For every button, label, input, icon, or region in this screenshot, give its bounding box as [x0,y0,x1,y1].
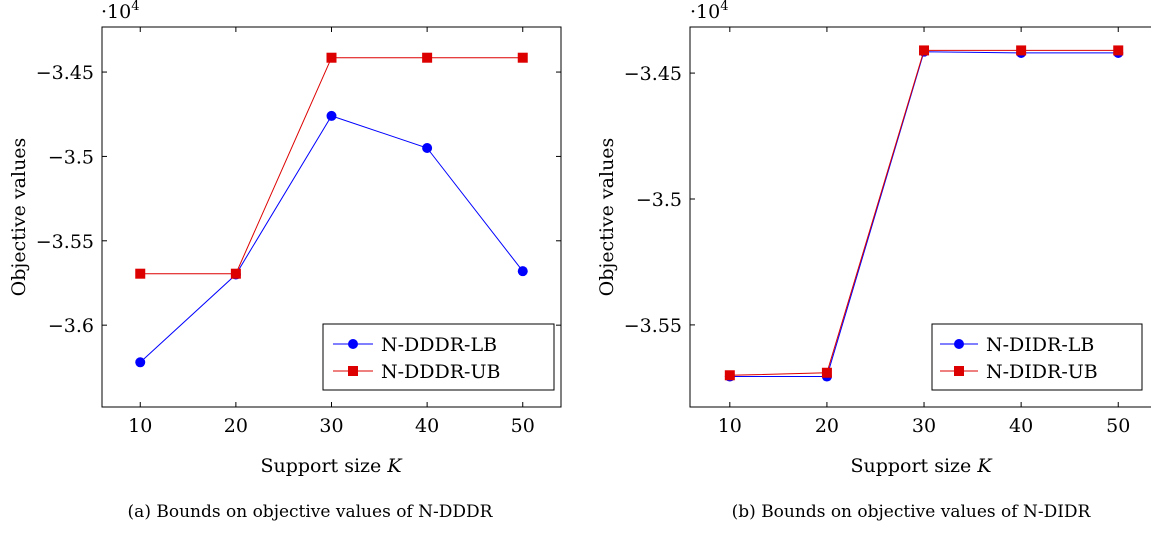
chart-a-series [135,52,528,368]
series-line-n-dddr-ub [140,57,523,275]
chart-b-y-ticks: −3.55 −3.5 −3.45 [624,63,695,337]
chart-b-y-multiplier: ·104 [690,0,729,23]
chart-a: 10 20 30 40 50 −3.6 −3.55 −3.5 −3.45 ·104 Objec… [8,0,562,522]
y-tick-label: −3.5 [48,146,94,168]
chart-b-y-axis-title: Objective values [596,138,618,297]
chart-a-legend-lb-marker [348,339,358,349]
chart-a-y-axis-title: Objective values [8,138,30,297]
data-point-n-dddr-lb [135,357,146,368]
x-tick-label: 30 [912,415,936,437]
x-tick-label: 10 [128,415,152,437]
data-point-n-didr-ub [1016,45,1027,56]
chart-b-series [724,45,1124,382]
data-point-n-dddr-lb [326,110,337,121]
chart-b-legend-box [931,323,1143,391]
data-point-n-dddr-ub [517,52,528,63]
chart-b-legend-lb-marker [954,339,964,349]
chart-b-legend: N-DIDR-LB N-DIDR-UB [931,323,1143,391]
x-tick-label: 20 [815,415,839,437]
data-point-n-didr-ub [919,45,930,56]
y-tick-label: −3.5 [636,189,682,211]
chart-b-legend-ub-marker [954,366,964,376]
y-tick-label: −3.6 [48,315,94,337]
chart-b-legend-ub-label: N-DIDR-UB [986,361,1098,383]
data-point-n-dddr-ub [230,268,241,279]
x-tick-label: 40 [1009,415,1033,437]
chart-b-x-axis-title: Support size K [850,455,993,477]
data-point-n-dddr-ub [326,52,337,63]
data-point-n-dddr-lb [517,266,528,277]
chart-a-legend: N-DDDR-LB N-DDDR-UB [322,323,555,391]
data-point-n-dddr-ub [422,52,433,63]
data-point-n-didr-ub [1113,45,1124,56]
y-tick-label: −3.45 [36,62,94,84]
y-tick-label: −3.55 [36,231,94,253]
y-tick-label: −3.45 [624,63,682,85]
x-tick-label: 10 [718,415,742,437]
chart-b-legend-lb-label: N-DIDR-LB [986,334,1094,356]
chart-b-x-ticks: 10 20 30 40 50 [718,27,1130,437]
data-point-n-dddr-ub [135,268,146,279]
chart-b: 10 20 30 40 50 −3.55 −3.5 −3.45 ·104 Objective… [596,0,1151,522]
chart-a-legend-ub-label: N-DDDR-UB [381,361,500,383]
chart-a-caption: (a) Bounds on objective values of N-DDDR [128,502,494,522]
x-tick-label: 50 [511,415,535,437]
x-tick-label: 30 [319,415,343,437]
x-tick-label: 20 [224,415,248,437]
x-tick-label: 50 [1106,415,1130,437]
chart-a-x-axis-title: Support size K [260,455,403,477]
y-tick-label: −3.55 [624,315,682,337]
data-point-n-dddr-lb [422,142,433,153]
x-tick-label: 40 [415,415,439,437]
data-point-n-didr-ub [821,367,832,378]
chart-a-legend-box [322,323,555,391]
chart-a-y-multiplier: ·104 [101,0,140,23]
chart-a-legend-lb-label: N-DDDR-LB [381,334,497,356]
chart-a-legend-ub-marker [348,366,358,376]
chart-a-x-ticks: 10 20 30 40 50 [128,27,535,437]
chart-a-y-ticks: −3.6 −3.55 −3.5 −3.45 [36,62,561,337]
data-point-n-didr-ub [724,370,735,381]
chart-b-frame [689,26,1151,408]
chart-b-caption: (b) Bounds on objective values of N-DIDR [732,502,1092,522]
